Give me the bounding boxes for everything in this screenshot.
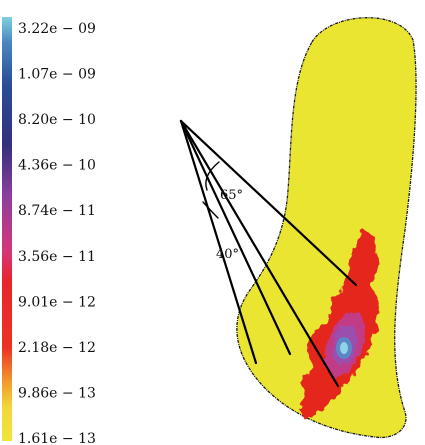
colorbar-tick-label: 8.20e − 10 (18, 112, 96, 128)
cone (179, 119, 358, 388)
colorbar-tick-label: 8.74e − 11 (18, 203, 96, 219)
colorbar-tick-label: 2.18e − 12 (18, 340, 96, 356)
hot-spot (300, 228, 380, 420)
cone-line-outer-lower (179, 119, 340, 388)
colorbar-gradient (2, 17, 12, 441)
cone-line-inner-lower (179, 119, 258, 365)
colorbar: 3.22e − 09 1.07e − 09 8.20e − 10 4.36e − 10… (2, 17, 96, 445)
colorbar-tick-label: 1.07e − 09 (18, 67, 96, 83)
colorbar-tick-label: 3.56e − 11 (18, 249, 96, 265)
hot-spot-cyan (340, 342, 348, 354)
angle-arc-inner (202, 201, 219, 219)
angle-arc-outer (205, 161, 220, 191)
angle-label-outer: 65° (220, 188, 243, 203)
colorbar-tick-label: 3.22e − 09 (18, 21, 96, 37)
colorbar-tick-label: 9.01e − 12 (18, 294, 96, 310)
colorbar-tick-label: 1.61e − 13 (18, 431, 96, 445)
colorbar-tick-label: 4.36e − 10 (18, 158, 96, 174)
cone-line-outer-upper (179, 119, 358, 287)
colorbar-tick-label: 9.86e − 13 (18, 385, 96, 401)
cone-line-inner-upper (179, 119, 292, 356)
colorbar-labels: 3.22e − 09 1.07e − 09 8.20e − 10 4.36e − 10… (18, 21, 96, 445)
angle-label-inner: 40° (216, 247, 239, 262)
